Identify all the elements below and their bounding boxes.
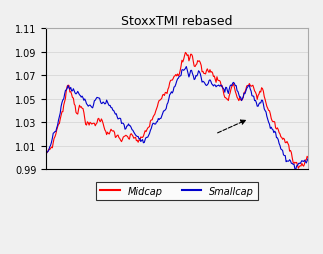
Legend: Midcap, Smallcap: Midcap, Smallcap bbox=[96, 182, 258, 200]
Title: StoxxTMI rebased: StoxxTMI rebased bbox=[121, 15, 233, 28]
